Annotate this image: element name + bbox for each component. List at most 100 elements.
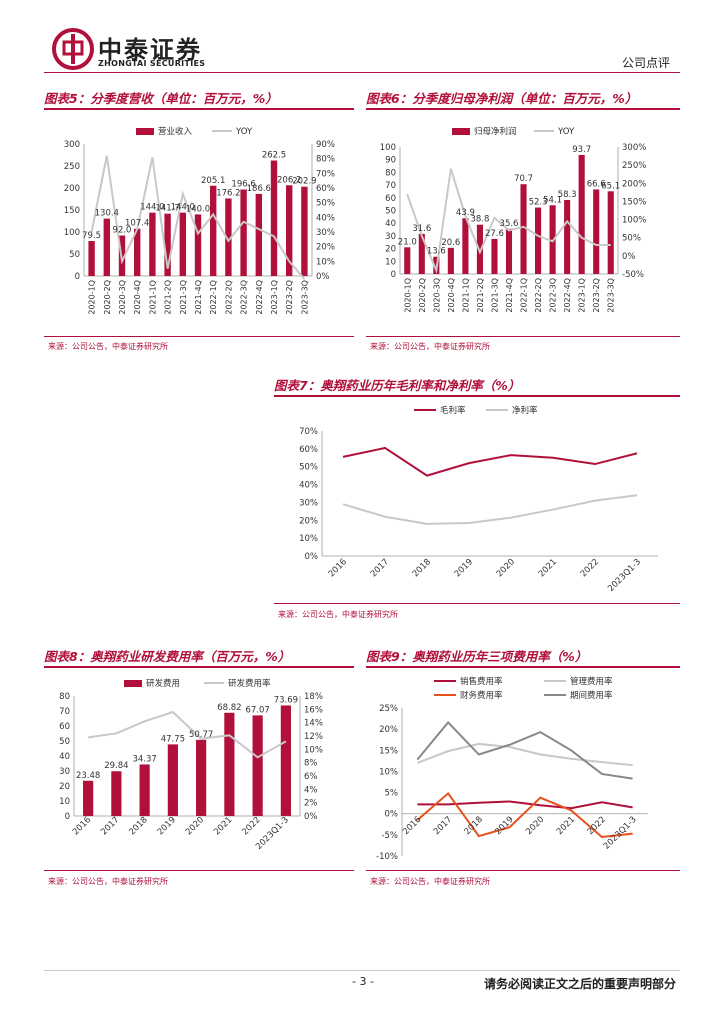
bar: [491, 238, 498, 274]
x-tick-label: 2020-1Q: [403, 278, 412, 313]
x-tick-label: 2022-4Q: [255, 280, 264, 315]
x-tick-label: 2023Q1-3: [602, 815, 639, 852]
legend-swatch-bar: [452, 128, 470, 135]
y-right-tick-label: 100%: [622, 216, 646, 226]
bar-value-label: 23.48: [76, 771, 100, 781]
bar: [224, 712, 235, 816]
bar-value-label: 176.2: [216, 188, 240, 198]
yoy-line: [87, 710, 287, 759]
y-left-tick-label: 70: [59, 707, 70, 717]
bar-value-label: 140.0: [186, 204, 210, 214]
bar-value-label: 73.69: [274, 695, 298, 705]
x-tick-label: 2022-3Q: [240, 280, 249, 315]
bar: [164, 213, 171, 276]
bar: [255, 193, 262, 276]
y-right-tick-label: -50%: [622, 270, 644, 280]
y-tick-label: 25%: [379, 704, 398, 714]
bar: [301, 186, 308, 276]
bar: [607, 191, 614, 274]
y-left-tick-label: 10: [59, 797, 70, 807]
x-tick-label: 2023-1Q: [270, 280, 279, 315]
x-tick-label: 2021-4Q: [194, 280, 203, 315]
chart-source: 来源：公司公告，中泰证券研究所: [370, 342, 490, 351]
x-tick-label: 2022-4Q: [563, 278, 572, 313]
chart-title: 图表7：奥翔药业历年毛利率和净利率（%）: [274, 378, 521, 393]
source-rule: [366, 336, 680, 337]
bar-value-label: 141.7: [155, 204, 179, 214]
y-left-tick-label: 10: [385, 257, 396, 267]
legend-label-bar: 研发费用: [146, 678, 180, 689]
x-tick-label: 2020-4Q: [133, 280, 142, 315]
y-right-tick-label: 300%: [622, 143, 646, 153]
x-tick-label: 2023-3Q: [607, 278, 616, 313]
bar-value-label: 93.7: [572, 145, 591, 155]
y-left-tick-label: 50: [59, 737, 70, 747]
x-tick-label: 2022: [579, 557, 601, 579]
y-left-tick-label: 200: [64, 184, 80, 194]
bar-value-label: 107.4: [125, 219, 149, 229]
y-right-tick-label: 14%: [304, 719, 323, 729]
source-rule: [366, 870, 680, 871]
series-line: [416, 720, 633, 780]
bar-value-label: 196.6: [231, 179, 255, 189]
y-left-tick-label: 100: [64, 228, 80, 238]
x-tick-label: 2023-3Q: [300, 280, 309, 315]
y-tick-label: 5%: [385, 789, 399, 799]
y-tick-label: 50%: [299, 463, 318, 473]
x-tick-label: 2019: [156, 815, 178, 837]
series-line: [417, 800, 633, 810]
y-right-tick-label: 0%: [622, 252, 636, 262]
chart-title: 图表6：分季度归母净利润（单位：百万元，%）: [366, 91, 638, 106]
y-right-tick-label: 50%: [622, 234, 641, 244]
x-tick-label: 2016: [327, 557, 349, 579]
y-right-tick-label: 50%: [316, 199, 335, 209]
bar: [111, 771, 122, 816]
bar: [404, 247, 411, 274]
y-left-tick-label: 250: [64, 162, 80, 172]
chart-8-svg: 0 10 20 30 40 50 60 70 80 0% 2% 4% 6% 8% 10% 12% 14% 16% 1…: [59, 678, 323, 852]
logo-mark-icon: [52, 28, 94, 70]
x-tick-label: 2020: [495, 557, 517, 579]
bar: [418, 233, 425, 274]
bar: [505, 228, 513, 274]
x-tick-label: 2020-1Q: [88, 280, 97, 315]
legend-label-bar: 营业收入: [158, 126, 193, 137]
x-tick-label: 2018: [411, 557, 433, 579]
chart-6-svg: 0 10 20 30 40 50 60 70 80 90 100 -50% 0% 50% 100% 150% 2…: [380, 126, 647, 313]
bar-value-label: 38.8: [470, 215, 489, 225]
x-tick-label: 2021-1Q: [461, 278, 470, 313]
y-right-tick-label: 70%: [316, 169, 335, 179]
y-tick-label: 10%: [299, 534, 318, 544]
bar-value-label: 52.3: [529, 198, 548, 208]
y-right-tick-label: 4%: [304, 785, 318, 795]
y-tick-label: 40%: [299, 481, 318, 491]
legend-label: 销售费用率: [460, 676, 503, 687]
y-right-tick-label: 8%: [304, 759, 318, 769]
title-rule: [366, 666, 680, 668]
chart-7-svg: 0% 10% 20% 30% 40% 50% 60% 70% 2016 2017 2018 2019 2…: [299, 405, 658, 594]
x-tick-label: 2021-3Q: [179, 280, 188, 315]
x-tick-label: 2022-2Q: [534, 278, 543, 313]
series-line: [342, 446, 638, 477]
bar-value-label: 43.9: [456, 208, 475, 218]
title-rule: [44, 666, 354, 668]
bar: [520, 184, 527, 274]
bar-value-label: 34.37: [132, 754, 156, 764]
legend-swatch-bar: [124, 680, 142, 687]
bar: [225, 198, 232, 276]
chart-source: 来源：公司公告，中泰证券研究所: [48, 877, 168, 886]
y-left-tick-label: 150: [64, 206, 80, 216]
bar-value-label: 144.0: [171, 203, 195, 213]
x-tick-label: 2020: [184, 815, 206, 837]
bar-value-label: 262.5: [262, 151, 286, 161]
source-rule: [274, 603, 680, 604]
logo-text-en: ZHONGTAI SECURITIES: [98, 59, 206, 68]
x-tick-label: 2023-1Q: [578, 278, 587, 313]
y-right-tick-label: 6%: [304, 772, 318, 782]
figure-8: 图表8：奥翔药业研发费用率（百万元，%） 0 10 20 30 40 50 60 70 80 0%…: [44, 646, 354, 890]
y-left-tick-label: 50: [69, 250, 80, 260]
figure-5: 图表5：分季度营收（单位：百万元，%） 0 50 100 150 200 250 300 0%…: [44, 88, 354, 358]
bar-value-label: 206.2: [277, 175, 301, 185]
bar-value-label: 50.77: [189, 730, 213, 740]
legend-label: 毛利率: [440, 405, 466, 416]
